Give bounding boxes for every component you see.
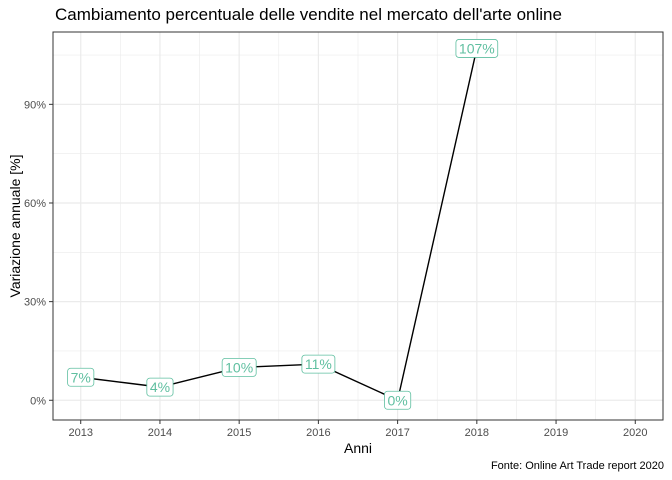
x-tick-label: 2019 [544, 427, 568, 439]
data-label-box [455, 39, 499, 58]
data-label-text: 4% [150, 379, 170, 395]
x-tick-label: 2020 [623, 427, 647, 439]
data-label-box [221, 357, 257, 377]
x-tick-label: 2015 [227, 427, 251, 439]
data-label: 7% [67, 367, 95, 387]
y-tick-label: 90% [24, 99, 46, 111]
data-label-box [146, 377, 174, 397]
plot-panel-border [52, 31, 664, 421]
data-label-text: 107% [459, 40, 495, 56]
data-label: 0% [384, 390, 412, 410]
data-label-text: 7% [71, 369, 91, 385]
chart-caption: Fonte: Online Art Trade report 2020 [490, 460, 664, 472]
data-label: 107% [455, 39, 499, 58]
data-label-text: 0% [387, 392, 407, 408]
data-label-box [384, 390, 412, 410]
data-label: 11% [301, 354, 336, 374]
x-tick-label: 2017 [385, 427, 409, 439]
x-tick-label: 2016 [306, 427, 330, 439]
x-tick-label: 2018 [465, 427, 489, 439]
x-axis-title: Anni [343, 440, 373, 456]
y-tick-label: 30% [24, 297, 46, 309]
data-labels: 7% 4% 10% 11% 0% 107% [67, 39, 499, 410]
chart-title: Cambiamento percentuale delle vendite ne… [55, 5, 562, 24]
data-label: 10% [221, 357, 257, 377]
data-label-box [67, 367, 95, 387]
x-tick-label: 2013 [68, 427, 92, 439]
grid-lines [53, 32, 663, 420]
data-label-box [301, 354, 336, 374]
data-label-text: 11% [305, 356, 332, 372]
data-label-text: 10% [225, 359, 253, 375]
y-tick-label: 0% [30, 395, 46, 407]
x-tick-label: 2014 [148, 427, 172, 439]
y-tick-label: 60% [24, 198, 46, 210]
axis-ticks: 2013 2014 2015 2016 2017 2018 2019 2020 0% 30% 60%… [24, 99, 648, 439]
data-label: 4% [146, 377, 174, 397]
